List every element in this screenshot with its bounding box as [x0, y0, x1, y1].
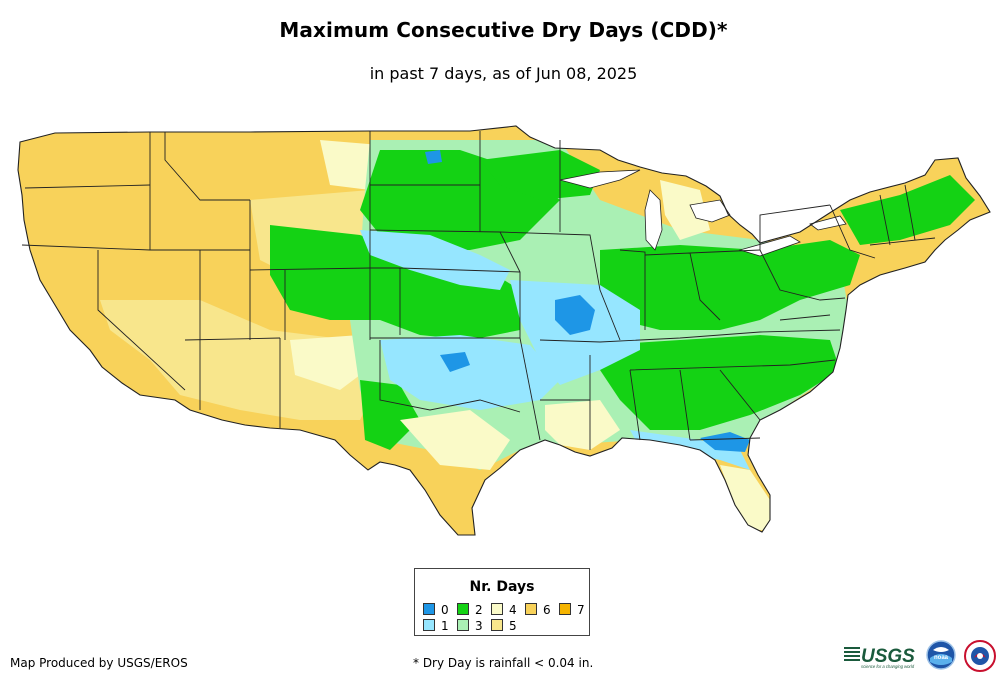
state-borders	[21, 131, 936, 450]
legend-swatch-7	[559, 603, 571, 615]
svg-text:USGS: USGS	[861, 646, 915, 667]
legend-swatch-2	[457, 603, 469, 615]
zone-0-georgia	[700, 432, 750, 452]
legend-swatch-3	[457, 619, 469, 631]
zone-0-oklahoma	[440, 352, 470, 372]
legend-swatch-0	[423, 603, 435, 615]
legend-item-4: 4	[491, 603, 517, 617]
legend-label-6: 6	[543, 603, 551, 617]
legend-item-2: 2	[457, 603, 483, 617]
legend-label-3: 3	[475, 619, 483, 633]
zone-5-southwest	[100, 300, 380, 420]
zone-6-southtexas	[430, 470, 480, 535]
zone-0-missouri	[555, 295, 595, 335]
legend-swatch-5	[491, 619, 503, 631]
legend-item-7: 7	[559, 603, 585, 617]
legend-item-3: 3	[457, 619, 483, 633]
zone-1-oklahoma	[380, 335, 560, 410]
zone-2-texas	[360, 380, 420, 450]
legend-title: Nr. Days	[469, 579, 535, 595]
zone-0-dakota	[425, 150, 442, 164]
credit-text: Map Produced by USGS/EROS	[10, 656, 188, 670]
zone-4-montana	[320, 140, 380, 190]
legend: Nr. Days 0 1 2 3 4 5 6 7	[414, 568, 590, 636]
zone-2-northeast	[840, 175, 975, 245]
nws-logo	[964, 640, 996, 672]
zone-4-florida	[720, 465, 770, 530]
svg-text:science for a changing world: science for a changing world	[861, 664, 915, 669]
zone-4-louisiana	[545, 400, 620, 450]
footnote-text: * Dry Day is rainfall < 0.04 in.	[413, 656, 594, 670]
legend-item-1: 1	[423, 619, 449, 633]
usgs-logo: USGS science for a changing world	[844, 646, 915, 669]
legend-label-2: 2	[475, 603, 483, 617]
zone-4-central-texas	[400, 410, 510, 470]
noaa-logo: noaa	[926, 640, 956, 670]
map-title: Maximum Consecutive Dry Days (CDD)*	[279, 18, 728, 42]
legend-label-7: 7	[577, 603, 585, 617]
zone-1-nebraska	[360, 230, 510, 290]
legend-label-1: 1	[441, 619, 449, 633]
legend-swatch-1	[423, 619, 435, 631]
zone-2-upper-midwest	[480, 150, 600, 200]
legend-label-5: 5	[509, 619, 517, 633]
cdd-map	[17, 125, 991, 536]
legend-item-5: 5	[491, 619, 517, 633]
great-lakes	[559, 169, 847, 257]
zone-2-southeast	[600, 335, 840, 430]
legend-label-0: 0	[441, 603, 449, 617]
legend-item-0: 0	[423, 603, 449, 617]
legend-swatch-4	[491, 603, 503, 615]
zone-2-ohiovalley	[600, 240, 860, 330]
svg-text:noaa: noaa	[934, 655, 949, 661]
legend-item-6: 6	[525, 603, 551, 617]
map-subtitle: in past 7 days, as of Jun 08, 2025	[369, 64, 638, 83]
zone-4-michigan	[660, 180, 710, 240]
legend-swatch-6	[525, 603, 537, 615]
zone-2-centralplains	[270, 225, 520, 340]
cdd-zones	[100, 140, 975, 535]
legend-label-4: 4	[509, 603, 517, 617]
